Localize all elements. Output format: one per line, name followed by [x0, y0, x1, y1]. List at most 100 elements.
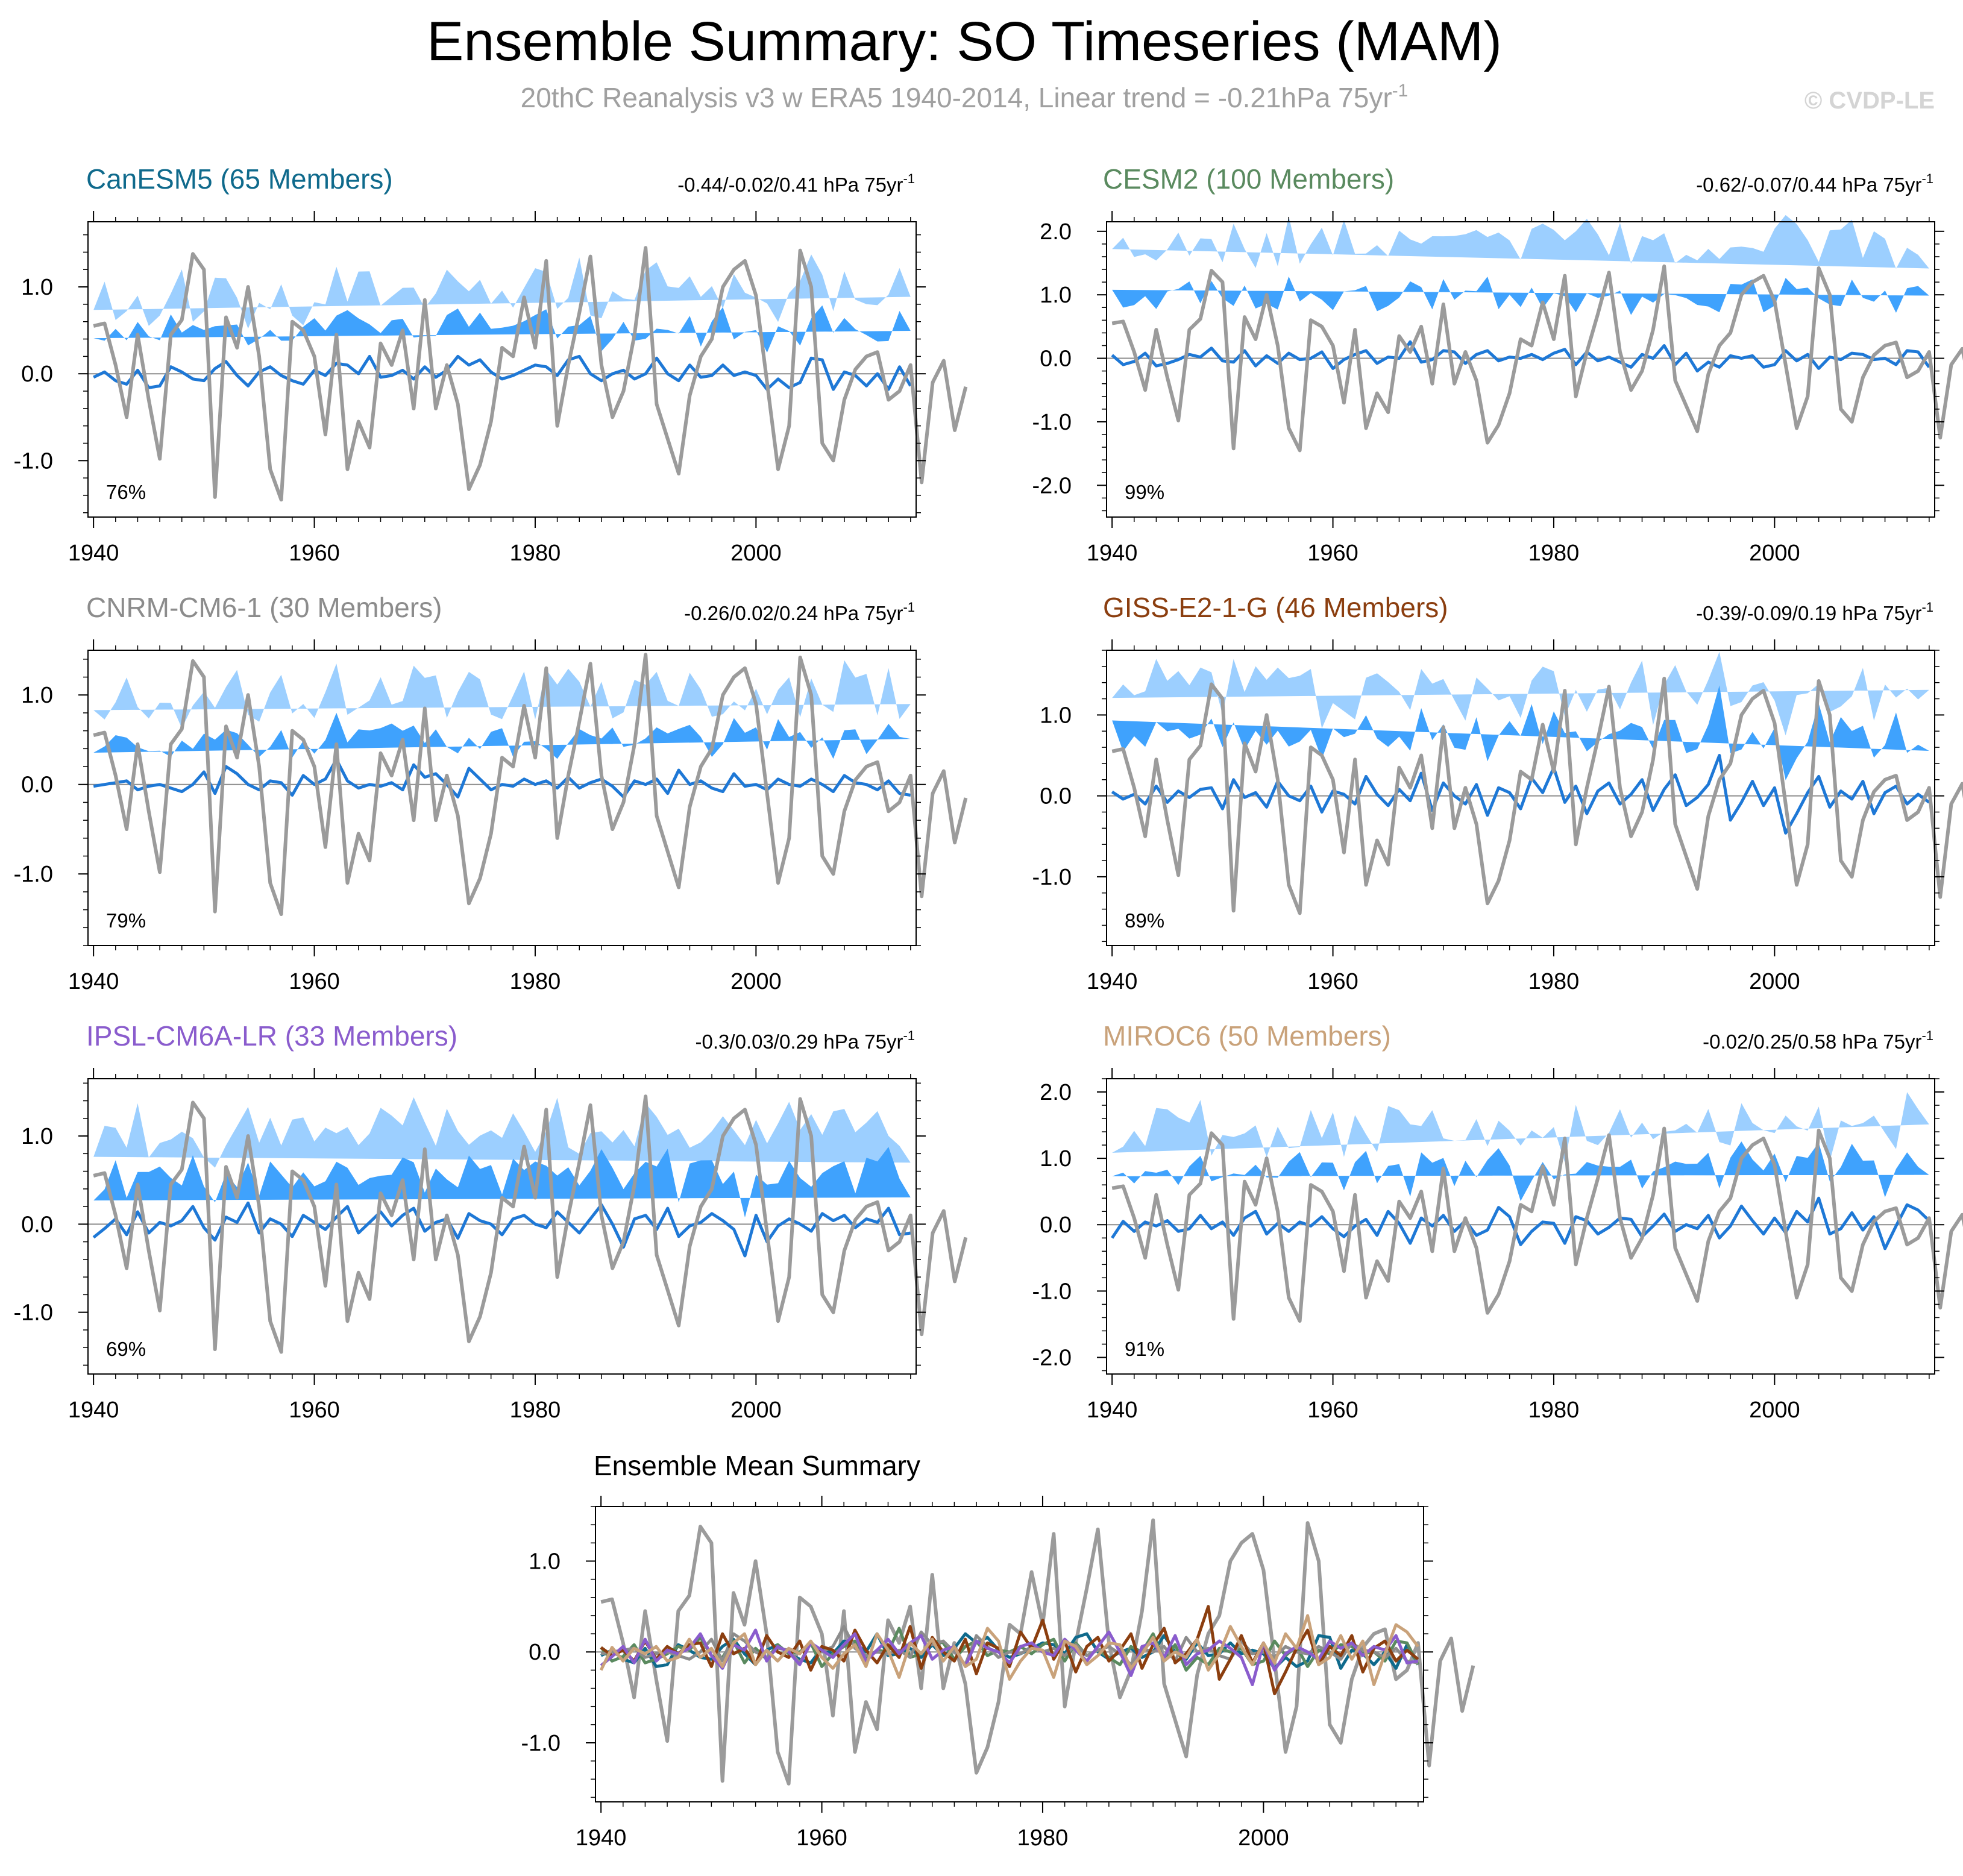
ensemble-mean-line-giss-e2-1-g	[600, 1605, 1419, 1696]
subtitle-text: 20thC Reanalysis v3 w ERA5 1940-2014, Li…	[521, 82, 1392, 113]
plot-frame	[595, 1506, 1424, 1802]
y-tick-label: 0.0	[1040, 1212, 1072, 1238]
spread-band-inner	[1112, 1141, 1929, 1201]
ensemble-mean-line	[93, 354, 912, 391]
spread-band-outer	[1112, 1092, 1929, 1162]
y-tick-label: 0.0	[1040, 347, 1072, 372]
x-tick-label: 1980	[1528, 1398, 1580, 1423]
y-tick-label: 1.0	[21, 683, 53, 708]
spread-band-inner	[93, 1147, 911, 1218]
spread-band-outer	[93, 254, 911, 329]
trend-value: -0.3/0.03/0.29 hPa 75yr	[696, 1031, 903, 1053]
y-tick-label: -1.0	[1032, 1279, 1072, 1304]
observed-series-line	[93, 246, 968, 502]
y-tick-label: -1.0	[1032, 865, 1072, 890]
x-tick-label: 1960	[1307, 1398, 1358, 1423]
trend-superscript: -1	[903, 600, 915, 615]
observed-series-line	[93, 1094, 968, 1354]
x-tick-label: 1960	[796, 1825, 847, 1851]
copyright-label: © CVDP-LE	[1804, 87, 1935, 114]
plot-frame	[1106, 650, 1935, 946]
y-tick-label: -2.0	[1032, 473, 1072, 498]
percent-label: 99%	[1125, 481, 1164, 503]
trend-value: -0.62/-0.07/0.44 hPa 75yr	[1696, 174, 1921, 196]
x-tick-label: 1940	[68, 541, 119, 566]
x-tick-label: 1940	[1087, 1398, 1138, 1423]
trend-range-cesm2: -0.62/-0.07/0.44 hPa 75yr-1	[1696, 171, 1933, 196]
x-tick-label: 1940	[576, 1825, 627, 1851]
plot-summary: -1.0 0.0 1.0 1940 1960 1980 2000	[521, 1496, 1475, 1851]
y-tick-label: -1.0	[14, 448, 53, 474]
x-tick-label: 2000	[1238, 1825, 1289, 1851]
panel-miroc6: MIROC6 (50 Members) -0.02/0.25/0.58 hPa …	[1032, 1020, 1963, 1423]
x-tick-label: 1960	[289, 969, 340, 994]
plot-frame	[87, 1078, 917, 1375]
y-tick-label: 0.0	[21, 773, 53, 798]
ensemble-mean-line-ipsl-cm6a-lr	[600, 1628, 1419, 1686]
trend-range-cnrm: -0.26/0.02/0.24 hPa 75yr-1	[684, 600, 915, 624]
y-tick-label: -1.0	[14, 1300, 53, 1326]
x-tick-label: 1980	[510, 541, 561, 566]
percent-label: 69%	[106, 1338, 146, 1360]
x-tick-label: 2000	[730, 1398, 782, 1423]
y-tick-label: 0.0	[529, 1640, 561, 1665]
x-tick-label: 1980	[510, 969, 561, 994]
trend-value: -0.26/0.02/0.24 hPa 75yr	[684, 602, 903, 624]
figure-title: Ensemble Summary: SO Timeseries (MAM)	[427, 11, 1502, 72]
x-tick-label: 1940	[1087, 541, 1138, 566]
ensemble-mean-line	[1111, 754, 1930, 835]
panel-title-canesm5: CanESM5 (65 Members)	[86, 163, 393, 195]
panel-cnrm: CNRM-CM6-1 (30 Members) -0.26/0.02/0.24 …	[14, 592, 968, 994]
x-tick-label: 1960	[1307, 541, 1358, 566]
panel-title-cesm2: CESM2 (100 Members)	[1103, 163, 1394, 195]
y-tick-label: 0.0	[1040, 784, 1072, 809]
y-tick-label: -1.0	[521, 1731, 561, 1756]
plot-frame	[87, 221, 917, 518]
y-tick-label: 1.0	[1040, 703, 1072, 728]
y-tick-label: 1.0	[21, 275, 53, 300]
plot-giss: 89% -1.0 0.0 1.0 1940 1960 1980 2000	[1032, 639, 1963, 994]
x-tick-label: 1980	[1017, 1825, 1069, 1851]
panel-title-miroc6: MIROC6 (50 Members)	[1103, 1020, 1391, 1052]
figure-subtitle: 20thC Reanalysis v3 w ERA5 1940-2014, Li…	[521, 81, 1409, 113]
ensemble-mean-line	[1111, 1196, 1930, 1250]
trend-superscript: -1	[1921, 1028, 1933, 1043]
trend-superscript: -1	[1921, 600, 1933, 615]
x-tick-label: 2000	[730, 969, 782, 994]
x-tick-label: 2000	[730, 541, 782, 566]
plot-cnrm: 79% -1.0 0.0 1.0 1940 1960 1980 2000	[14, 639, 968, 994]
y-tick-label: 0.0	[21, 362, 53, 387]
panel-title-cnrm: CNRM-CM6-1 (30 Members)	[86, 592, 442, 623]
percent-label: 91%	[1125, 1338, 1164, 1360]
percent-label: 89%	[1125, 909, 1164, 932]
percent-label: 79%	[106, 909, 146, 932]
plot-frame	[1106, 221, 1935, 518]
trend-value: -0.02/0.25/0.58 hPa 75yr	[1703, 1031, 1921, 1053]
trend-range-giss: -0.39/-0.09/0.19 hPa 75yr-1	[1696, 600, 1933, 624]
ensemble-mean-line-miroc6	[599, 1614, 1419, 1686]
y-tick-label: 1.0	[1040, 283, 1072, 308]
panel-title-giss: GISS-E2-1-G (46 Members)	[1103, 592, 1448, 623]
ensemble-mean-line	[1111, 340, 1930, 373]
x-tick-label: 1960	[289, 541, 340, 566]
percent-label: 76%	[106, 481, 146, 503]
observed-series-line	[1111, 1126, 1963, 1323]
x-tick-label: 1980	[1528, 541, 1580, 566]
panel-giss: GISS-E2-1-G (46 Members) -0.39/-0.09/0.1…	[1032, 592, 1963, 994]
plot-cesm2: 99% -2.0 -1.0 0.0 1.0 2.0 1940 1960 1980 2000	[1032, 211, 1963, 566]
panel-title-ipsl: IPSL-CM6A-LR (33 Members)	[86, 1020, 457, 1052]
y-tick-label: 0.0	[21, 1212, 53, 1237]
plot-frame	[1106, 1078, 1935, 1375]
x-tick-label: 1980	[1528, 969, 1580, 994]
y-tick-label: 1.0	[1040, 1146, 1072, 1172]
x-tick-label: 1940	[68, 969, 119, 994]
ensemble-mean-line-cnrm-cm6-1	[600, 1625, 1419, 1666]
spread-band-outer	[93, 660, 911, 729]
plot-miroc6: 91% -2.0 -1.0 0.0 1.0 2.0 1940 1960 1980 2000	[1032, 1068, 1963, 1423]
trend-superscript: -1	[903, 1028, 915, 1043]
x-tick-label: 1960	[289, 1398, 340, 1423]
spread-band-outer	[93, 1097, 911, 1168]
trend-range-miroc6: -0.02/0.25/0.58 hPa 75yr-1	[1703, 1028, 1933, 1053]
spread-band-outer	[1112, 651, 1929, 736]
